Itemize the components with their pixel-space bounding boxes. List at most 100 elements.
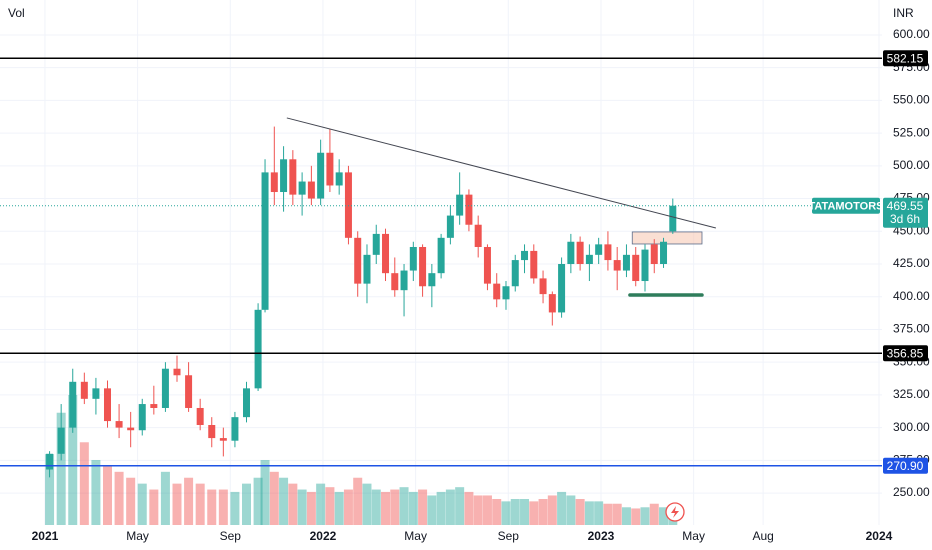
y-tick-label: 425.00 — [893, 256, 930, 270]
volume-bar — [45, 454, 55, 525]
y-tick-label: 600.00 — [893, 27, 930, 41]
axes: 600.00575.00550.00525.00500.00475.00450.… — [32, 27, 930, 543]
volume-bar — [408, 491, 418, 525]
candle-body — [400, 270, 408, 291]
candle-body — [69, 381, 77, 428]
volume-bar — [325, 487, 335, 525]
candle-body — [270, 172, 278, 193]
volume-bar — [260, 460, 270, 525]
volume-bar — [172, 483, 182, 525]
volume-bar — [297, 489, 307, 525]
x-tick-label: 2024 — [866, 529, 893, 543]
volume-bar — [594, 501, 604, 525]
volume-bar — [621, 507, 631, 525]
candle-body — [613, 260, 621, 271]
x-tick-label: May — [682, 529, 705, 543]
candle-body — [595, 244, 603, 255]
volume-bar — [137, 483, 147, 525]
grid — [0, 0, 882, 525]
candle-body — [585, 254, 593, 265]
volume-bar — [195, 483, 205, 525]
volume-bar — [184, 477, 194, 525]
volume-bar — [218, 489, 228, 525]
volume-bar — [230, 491, 240, 525]
candle-body — [103, 388, 111, 422]
candle-body — [92, 388, 100, 399]
volume-label: Vol — [8, 6, 25, 20]
volume-bar — [390, 489, 400, 525]
volume-bar — [418, 489, 428, 525]
volume-bar — [464, 491, 474, 525]
volume-bar — [445, 489, 455, 525]
last-price-label: 469.55 — [887, 199, 924, 213]
volume-bar — [659, 507, 669, 525]
y-tick-label: 300.00 — [893, 420, 930, 434]
candle-body — [604, 244, 612, 261]
candle-body — [173, 368, 181, 376]
level-label: 356.85 — [887, 346, 924, 360]
volume-bar — [253, 477, 263, 525]
volume-bar — [306, 491, 316, 525]
candle-body — [150, 404, 158, 408]
volume-bar — [56, 412, 66, 525]
volume-bar — [612, 503, 622, 525]
candle-body — [650, 244, 658, 265]
volume-bar — [399, 487, 409, 525]
level-label-box — [883, 345, 928, 362]
candle-body — [243, 388, 251, 418]
x-tick-label: Aug — [752, 529, 773, 543]
candle-body — [280, 159, 288, 193]
alert-icon[interactable] — [665, 502, 685, 522]
volume-bar — [529, 501, 539, 525]
volume-bar — [102, 465, 112, 525]
volume-bar — [316, 483, 326, 525]
y-tick-label: 375.00 — [893, 322, 930, 336]
candle-body — [530, 250, 538, 279]
candle-body — [307, 181, 315, 199]
candle-body — [622, 254, 630, 271]
volume-bar — [381, 491, 391, 525]
candle-body — [474, 224, 482, 247]
volume-bar — [436, 491, 446, 525]
candle-body — [428, 273, 436, 287]
countdown-label: 3d 6h — [890, 212, 920, 226]
y-tick-label: 400.00 — [893, 289, 930, 303]
candle-body — [409, 246, 417, 271]
volume-bar — [371, 489, 381, 525]
candle-body — [161, 368, 169, 408]
x-tick-label: Sep — [220, 529, 242, 543]
volume-bar — [492, 499, 502, 525]
candle-body — [558, 264, 566, 313]
volume-bar — [242, 483, 252, 525]
candle-body — [660, 241, 668, 265]
candle-body — [465, 194, 473, 225]
currency-label: INR — [893, 6, 914, 20]
volume-bar — [538, 499, 548, 525]
volume-bar — [91, 460, 101, 525]
candle-body — [344, 172, 352, 238]
candle-body — [46, 453, 54, 470]
candle-body — [254, 309, 262, 389]
volume-bar — [557, 491, 567, 525]
candle-body — [57, 427, 65, 454]
volume-bar — [207, 489, 217, 525]
level-label: 270.90 — [887, 459, 924, 473]
level-label: 582.15 — [887, 51, 924, 65]
volume-bar — [603, 503, 613, 525]
volume-bar — [455, 487, 465, 525]
candle-body — [80, 381, 88, 399]
zone-box — [631, 231, 703, 245]
level-label-box — [883, 50, 928, 67]
candle-body — [641, 249, 649, 282]
candle-body — [382, 233, 390, 274]
candle-body — [219, 438, 227, 441]
volume-bar — [279, 477, 289, 525]
volume-bar — [427, 495, 437, 525]
candle-body — [669, 205, 677, 232]
candle-body — [372, 233, 380, 255]
volume-bar — [334, 491, 344, 525]
volume-pane — [45, 395, 678, 525]
candle-body — [185, 375, 193, 408]
volume-bar — [362, 483, 372, 525]
